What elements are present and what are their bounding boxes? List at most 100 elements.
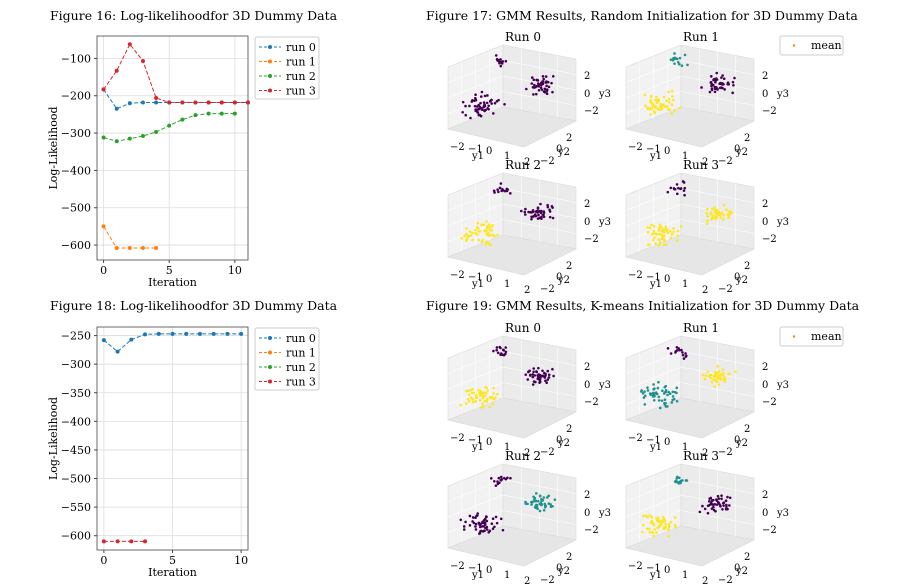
fig17-subplot-2-point [509,192,512,195]
fig19-subplot-2-point [499,517,503,521]
fig17-subplot-2-x-tick-label: −1 [468,272,483,283]
fig17-subplot-0-z-tick-label: 2 [584,71,590,82]
fig19-subplot-2-point [506,476,509,480]
fig18-legend-label: run 0 [286,332,316,345]
fig19-subplot-3-point [642,523,645,527]
fig17-subplot-2-point [471,231,474,235]
fig18-series-point [115,349,120,354]
fig17-subplot-1-pane-gridline [680,91,755,106]
fig19-subplot-3-y-tick-label: 2 [744,552,750,563]
fig19-subplot-2-point [462,525,466,528]
fig17-subplot-2-pane-gridline [502,219,577,234]
fig17-subplot-0-point [476,111,480,114]
fig18-series-point [101,539,106,544]
fig17-subplot-1-y-tick-label: 0 [734,144,740,155]
fig19-subplot-1-point [721,368,725,371]
fig19-subplot-1-point [684,354,688,358]
fig19-subplot-1-y-tick-label: 0 [734,435,740,446]
fig19-subplot-3-point [662,517,666,521]
fig17-subplot-2-point [460,237,464,240]
fig19-subplot-2-point [544,504,548,508]
fig19-subplot-2-point [553,498,557,501]
fig19-subplot-3-point [677,476,681,480]
fig19-subplot-2-point [538,494,542,498]
fig17-subplot-1-point [708,90,712,94]
fig17-subplot-3-y-tick-label: −2 [718,284,733,295]
fig19-subplot-3-y-tick-label: 0 [734,563,740,574]
fig17-subplot-3-x-tick-label: −1 [646,272,661,283]
fig19-subplot-3-title: Run 3 [683,449,719,463]
fig17-subplot-3-point [683,193,686,197]
fig17-subplot-0-point [461,110,464,114]
fig19-subplot-2-floor-pane [447,525,577,567]
fig19-subplot-3-point [648,530,652,534]
fig16-x-axis-label: Iteration [148,276,197,289]
fig17-subplot-0-point [542,77,546,81]
fig17-subplot-3-point [648,243,651,247]
fig19-subplot-3-point [706,511,710,515]
fig17-subplot-2-point [542,213,545,217]
fig19-subplot-0-point [532,367,535,370]
fig17-subplot-0-x-tick-label: 1 [504,151,510,162]
fig19-subplot-0-point [486,389,489,392]
fig17-subplot-0-y-axis-label: y2 [557,147,570,158]
fig19-subplot-1-point [643,394,647,398]
fig17-subplot-1-point [673,62,676,65]
fig17-subplot-0-point [464,104,467,108]
fig19-subplot-2-z-axis-label: y3 [598,508,611,519]
fig18-y-tick-label: −500 [61,473,91,486]
fig17-subplot-3-point [662,243,666,247]
fig17-subplot-2-point [477,230,480,233]
fig16-series-point [127,136,132,141]
fig17-subplot-1-x-tick-label: 0 [664,146,670,157]
fig18-x-tick-label: 5 [169,554,176,567]
fig17-subplot-3-point [676,229,680,233]
fig19-subplot-0-point [535,370,538,373]
fig17-subplot-3-point [652,232,655,235]
fig19-subplot-2-point [459,518,463,522]
fig17-subplot-0-point [461,100,465,104]
fig16-legend [254,36,320,100]
fig19-subplot-0-point [499,352,503,355]
fig17-subplot-2-point [505,187,509,191]
fig17-subplot-2-point [496,233,499,237]
fig19-subplot-2-point [479,525,482,529]
fig19-subplot-3-point [674,516,677,519]
fig17-subplot-3-point [705,222,709,226]
fig17-subplot-1-point [665,99,668,103]
fig19-subplot-3-point [669,520,673,524]
fig19-subplot-2-pane-gridline [447,510,504,533]
fig17-subplot-2-point [471,238,474,242]
fig17-subplot-3-point [660,233,663,237]
fig17-subplot-3-title: Run 3 [683,158,719,172]
fig18-y-tick-label: −450 [61,444,91,457]
fig17-subplot-2-point [491,224,494,227]
fig19-subplot-0-floor-pane [447,397,577,439]
fig17-subplot-3-point [658,241,662,244]
fig17-subplot-1-point [653,98,657,102]
fig17-subplot-0-point [540,88,544,91]
fig17-subplot-1-point [720,76,723,79]
fig17-subplot-0-pane-gridline [502,91,577,106]
fig19-subplot-3-point [667,522,671,526]
fig17-subplot-3-point [660,230,664,233]
fig17-subplot-2-point [486,225,489,228]
fig17-subplot-3-z-tick-label: −2 [762,234,777,245]
fig17-subplot-0-point [541,80,544,83]
fig17-subplot-0-point [499,64,503,68]
fig16-series-point [140,246,145,251]
fig17-subplot-0-point [474,93,477,97]
fig17-subplot-3-point [646,230,650,234]
fig16-x-tick-label: 0 [100,264,107,277]
fig19-subplot-1-point [723,380,727,383]
fig19-subplot-0-pane-gridline [502,382,577,397]
fig19-subplot-2-point [476,512,480,515]
fig19-subplot-3-point [725,505,728,509]
fig17-subplot-3-point [717,213,721,216]
fig19-subplot-1-pane-gridline [625,366,682,390]
fig16-legend-label: run 1 [286,56,316,69]
fig19-subplot-3-point [653,528,657,531]
fig19-subplot-0-pane-gridline [447,382,504,405]
fig16-series-line-3 [103,43,248,103]
